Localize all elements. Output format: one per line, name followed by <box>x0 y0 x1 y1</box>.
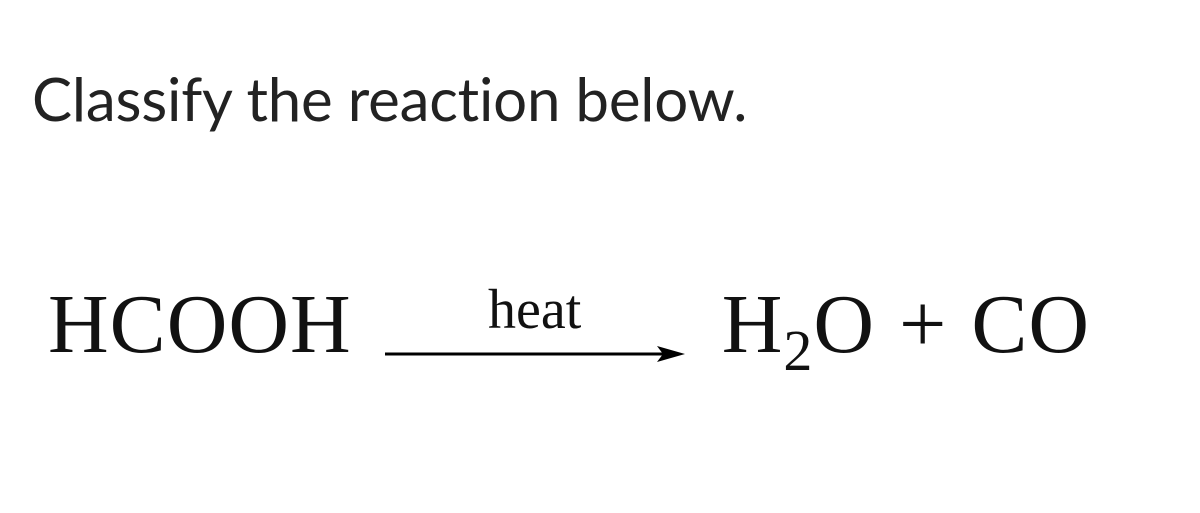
product-water-subscript: 2 <box>783 318 813 383</box>
reaction-equation: HCOOH heat H2O + CO <box>48 235 1090 415</box>
product-water: H2O <box>722 278 897 371</box>
product-water-o: O <box>813 278 875 371</box>
reaction-condition-label: heat <box>488 282 581 338</box>
page-container: Classify the reaction below. HCOOH heat … <box>0 0 1200 513</box>
reaction-arrow-block: heat <box>380 286 690 364</box>
plus-sign: + <box>897 278 971 371</box>
reactant-formula: HCOOH <box>48 283 352 367</box>
question-prompt: Classify the reaction below. <box>32 62 747 134</box>
product-water-h: H <box>722 278 784 371</box>
product-co: CO <box>971 278 1090 371</box>
reaction-arrow-icon <box>385 344 685 364</box>
products-group: H2O + CO <box>722 283 1090 367</box>
